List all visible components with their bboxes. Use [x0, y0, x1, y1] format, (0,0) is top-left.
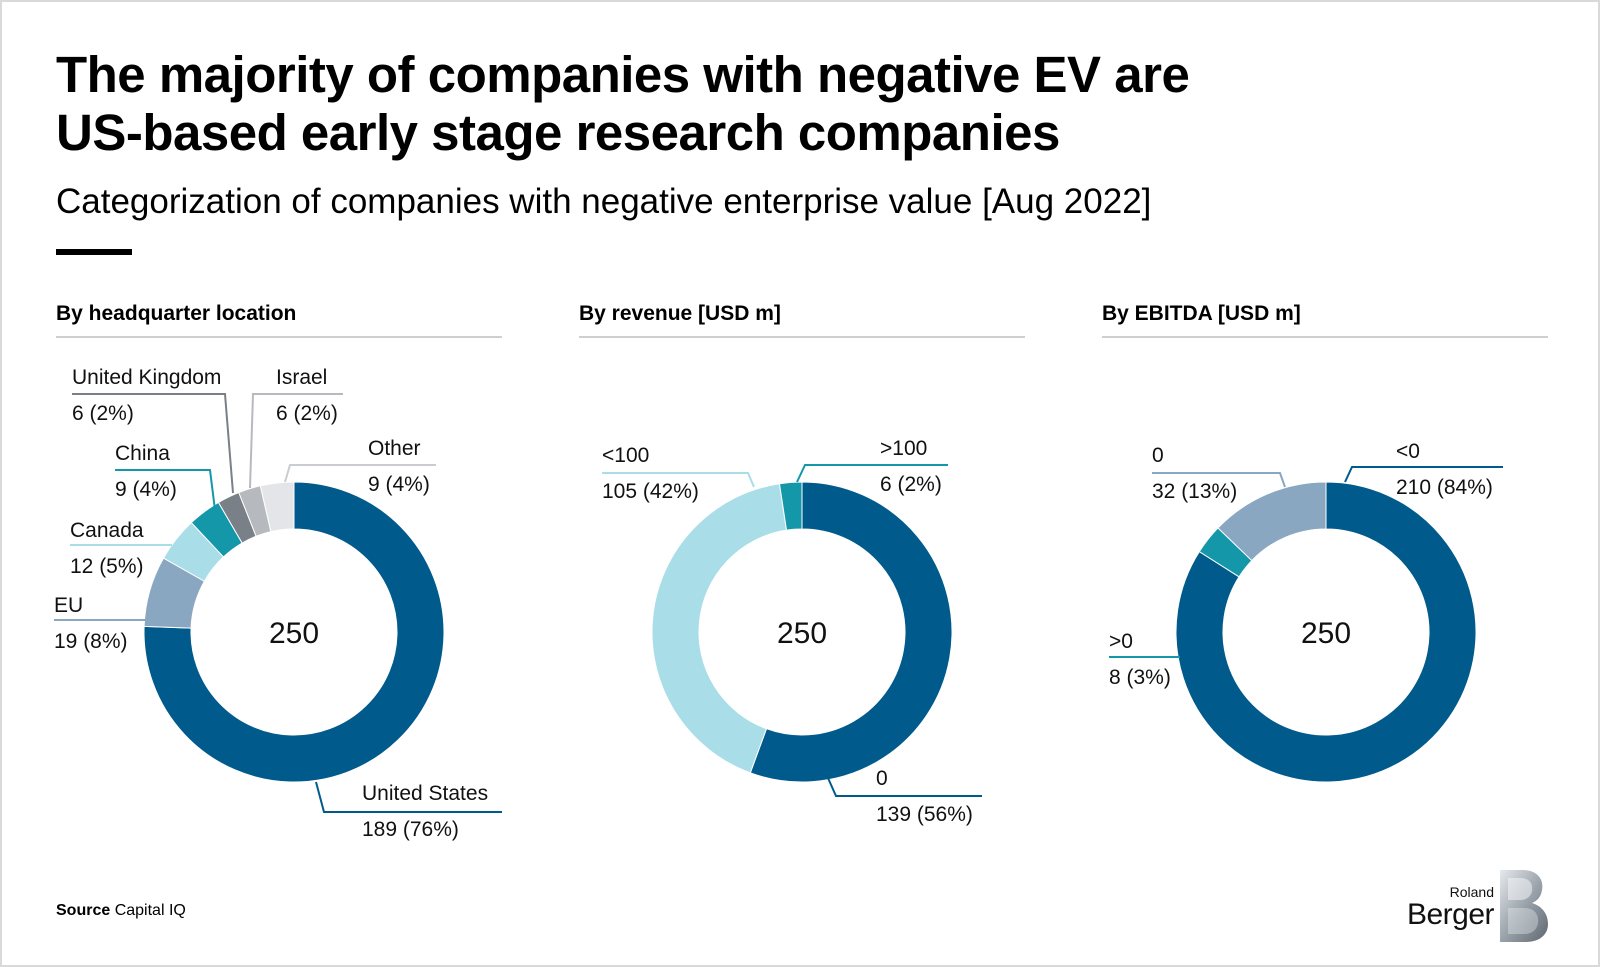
- slice-0: [749, 481, 953, 783]
- leader-line-lt-0: [1344, 466, 1503, 483]
- slice-value-china: 9 (4%): [115, 478, 177, 501]
- slice-name-china: China: [115, 442, 170, 465]
- panel-rule-headquarter: [56, 336, 502, 338]
- slice-lt-100: [651, 483, 788, 774]
- leader-line-lt-100: [602, 472, 755, 488]
- leader-line-other: [284, 464, 436, 483]
- source-value: Capital IQ: [114, 902, 186, 919]
- slice-value-lt-0: 210 (84%): [1396, 476, 1493, 499]
- logo-text-berger: Berger: [1406, 898, 1495, 931]
- donut-total-label: 250: [777, 617, 827, 650]
- slice-name-lt-100: <100: [602, 444, 649, 467]
- panel-title-revenue: By revenue [USD m]: [579, 302, 781, 325]
- slice-name-0: 0: [1152, 444, 1164, 467]
- donut-total-label: 250: [1301, 617, 1351, 650]
- slice-value-0: 32 (13%): [1152, 480, 1237, 503]
- leader-line-0: [1152, 472, 1286, 488]
- slice-value-gt-0: 8 (3%): [1109, 666, 1171, 689]
- slice-name-israel: Israel: [276, 366, 327, 389]
- slice-other: [259, 481, 295, 533]
- title-line-2: US-based early stage research companies: [56, 104, 1060, 161]
- logo-text-roland: Roland: [1449, 884, 1494, 900]
- leader-line-china: [115, 469, 216, 511]
- leader-line-0: [827, 777, 982, 797]
- slice-name-gt-0: >0: [1109, 630, 1133, 653]
- page-subtitle: Categorization of companies with negativ…: [56, 182, 1152, 221]
- donut-chart-revenue: 0 139 (56%) <100 105 (42%) >100 6 (2%) 250: [602, 437, 982, 826]
- slice-name-united-kingdom: United Kingdom: [72, 366, 221, 389]
- slice-value-united-states: 189 (76%): [362, 818, 459, 841]
- panel-title-headquarter: By headquarter location: [56, 302, 297, 325]
- slice-name-0: 0: [876, 767, 888, 790]
- title-accent-bar: [56, 249, 132, 255]
- panel-title-ebitda: By EBITDA [USD m]: [1102, 302, 1301, 325]
- leader-line-gt-100: [796, 464, 948, 483]
- donut-total-label: 250: [269, 617, 319, 650]
- leader-line-united-states: [315, 781, 502, 813]
- slice-united-states: [143, 481, 445, 783]
- leader-line-israel: [249, 393, 343, 489]
- slice-gt-100: [778, 481, 803, 531]
- page-title: The majority of companies with negative …: [56, 46, 1456, 162]
- title-line-1: The majority of companies with negative …: [56, 46, 1190, 103]
- slice-name-united-states: United States: [362, 782, 488, 805]
- slice-name-eu: EU: [54, 594, 83, 617]
- slice-lt-0: [1175, 481, 1477, 783]
- slice-value-lt-100: 105 (42%): [602, 480, 699, 503]
- slice-value-gt-100: 6 (2%): [880, 473, 942, 496]
- slice-0: [1217, 481, 1327, 562]
- donut-chart-ebitda: <0 210 (84%) >0 8 (3%) 0 32 (13%) 250: [1109, 440, 1503, 783]
- slice-value-united-kingdom: 6 (2%): [72, 402, 134, 425]
- panel-rule-ebitda: [1102, 336, 1548, 338]
- slice-value-canada: 12 (5%): [70, 555, 144, 578]
- panel-rule-revenue: [579, 336, 1025, 338]
- slice-name-lt-0: <0: [1396, 440, 1420, 463]
- slice-value-eu: 19 (8%): [54, 630, 128, 653]
- slice-value-other: 9 (4%): [368, 473, 430, 496]
- slice-value-0: 139 (56%): [876, 803, 973, 826]
- donut-chart-headquarter: United States 189 (76%) EU 19 (8%) Canada 12 …: [54, 366, 502, 841]
- roland-berger-logo: Roland Berger: [1398, 870, 1550, 942]
- source-label: Source: [56, 902, 111, 919]
- leader-line-united-kingdom: [72, 393, 234, 494]
- slice-value-israel: 6 (2%): [276, 402, 338, 425]
- source-note: Source Capital IQ: [56, 902, 186, 920]
- slice-name-gt-100: >100: [880, 437, 927, 460]
- logo-b-mark-icon: [1500, 870, 1548, 942]
- slice-name-other: Other: [368, 437, 421, 460]
- slice-name-canada: Canada: [70, 519, 144, 542]
